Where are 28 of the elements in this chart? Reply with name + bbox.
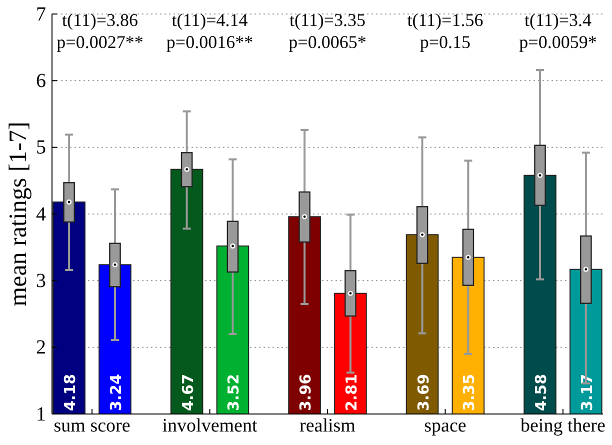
- y-tick-label: 2: [36, 336, 46, 359]
- annotation: t(11)=3.35 p=0.0065*: [288, 10, 366, 52]
- annotation: t(11)=1.56 p=0.15: [407, 10, 484, 52]
- y-tick-label: 7: [36, 3, 46, 26]
- data-label: 3.24: [106, 374, 125, 411]
- y-tick-label: 1: [36, 403, 46, 426]
- y-tick-label: 4: [36, 203, 46, 226]
- data-label: 4.18: [61, 374, 80, 411]
- y-tick-label: 5: [36, 136, 46, 159]
- annotation: t(11)=3.86 p=0.0027**: [56, 10, 144, 52]
- y-axis-title: mean ratings [1-7]: [5, 122, 32, 306]
- data-label: 4.58: [532, 374, 550, 411]
- data-label: 3.96: [296, 374, 315, 411]
- y-tick-label: 6: [36, 70, 46, 92]
- annotation: t(11)=4.14 p=0.0016**: [166, 10, 254, 52]
- y-tick-label: 3: [36, 270, 46, 292]
- x-tick-label: realism: [300, 415, 356, 436]
- data-label: 4.67: [178, 374, 197, 411]
- x-tick-label: sum score: [54, 415, 130, 436]
- data-label: 3.17: [578, 374, 596, 411]
- x-tick-label: being there: [520, 415, 606, 436]
- data-label: 2.81: [342, 374, 360, 411]
- x-tick-label: space: [424, 415, 466, 436]
- annotation: t(11)=3.4 p=0.0059*: [519, 10, 597, 52]
- data-label: 3.69: [414, 374, 432, 411]
- data-label: 3.52: [224, 374, 243, 411]
- data-label: 3.35: [460, 374, 478, 411]
- x-tick-label: involvement: [162, 415, 258, 436]
